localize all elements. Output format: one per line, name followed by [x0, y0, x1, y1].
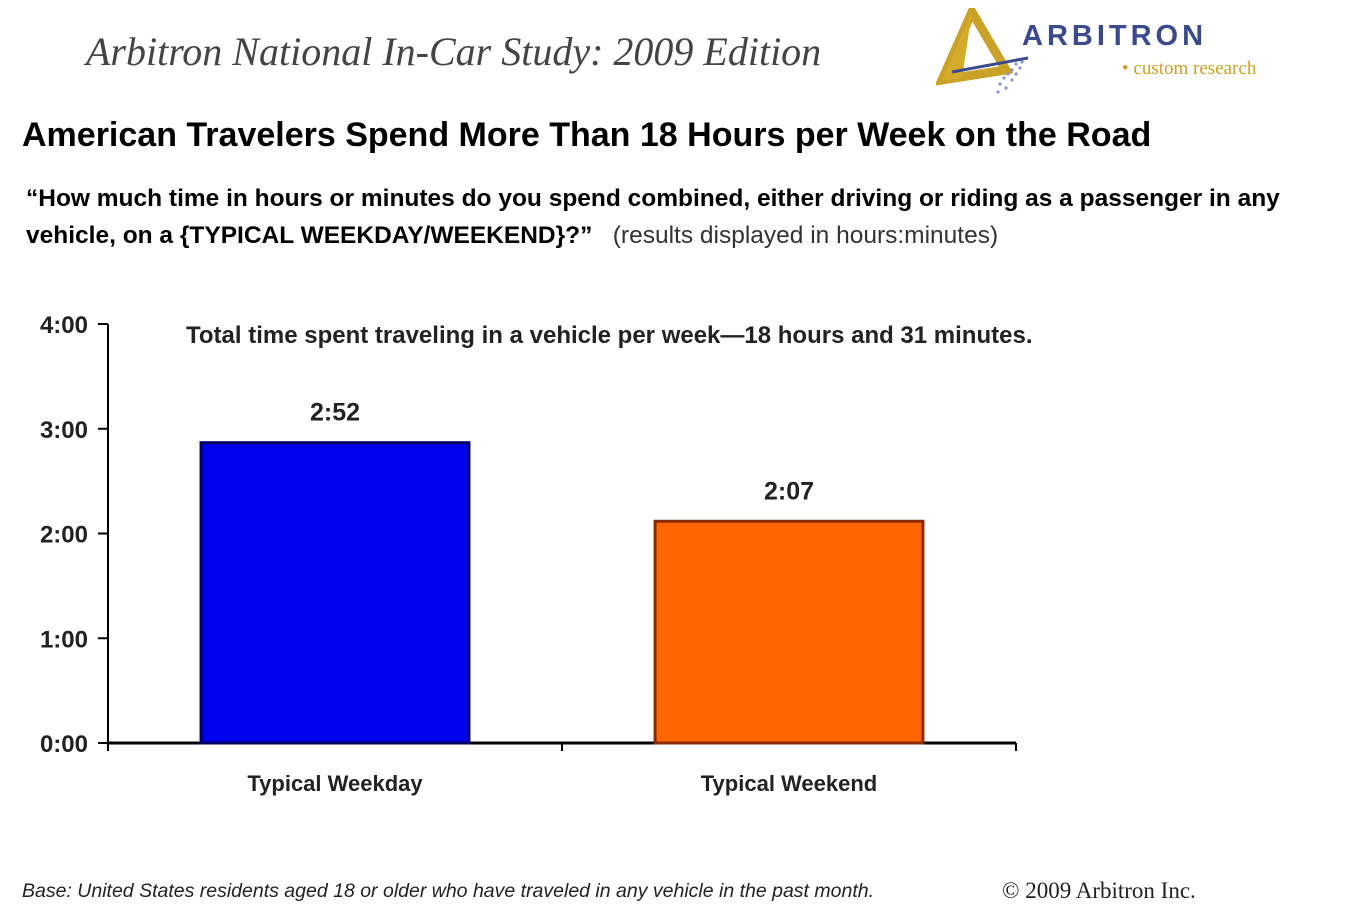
logo-wordmark: ARBITRON: [1022, 20, 1208, 52]
study-title: Arbitron National In-Car Study: 2009 Edi…: [86, 29, 822, 74]
triangle-logo-icon: [934, 2, 1029, 94]
y-tick-label: 0:00: [40, 731, 88, 758]
data-label: 2:07: [764, 477, 814, 505]
category-label: Typical Weekend: [701, 771, 877, 796]
chart-annotation: Total time spent traveling in a vehicle …: [186, 322, 1032, 349]
page-headline: American Travelers Spend More Than 18 Ho…: [22, 116, 1152, 154]
category-label: Typical Weekday: [247, 771, 423, 796]
survey-question: “How much time in hours or minutes do yo…: [26, 180, 1346, 254]
bar: [653, 519, 925, 745]
question-text: “How much time in hours or minutes do yo…: [26, 185, 1280, 249]
data-label: 2:52: [310, 399, 360, 427]
y-tick-label: 1:00: [40, 626, 88, 653]
bar-chart: 0:00 1:00 2:00 3:00 4:00 2:52 Typical Weekday…: [40, 312, 1033, 796]
question-note: (results displayed in hours:minutes): [612, 222, 999, 249]
base-note: Base: United States residents aged 18 or…: [22, 880, 875, 902]
y-tick-label: 4:00: [40, 312, 88, 339]
arbitron-logo: ARBITRON • custom research: [934, 2, 1296, 98]
bar: [199, 441, 471, 745]
y-tick-label: 2:00: [40, 522, 88, 549]
copyright: © 2009 Arbitron Inc.: [1002, 878, 1196, 903]
chart-bars: [199, 441, 925, 745]
logo-tagline: • custom research: [1122, 58, 1257, 79]
chart-labels: 2:52 Typical Weekday 2:07 Typical Weekend: [247, 399, 877, 796]
y-tick-label: 3:00: [40, 417, 88, 444]
